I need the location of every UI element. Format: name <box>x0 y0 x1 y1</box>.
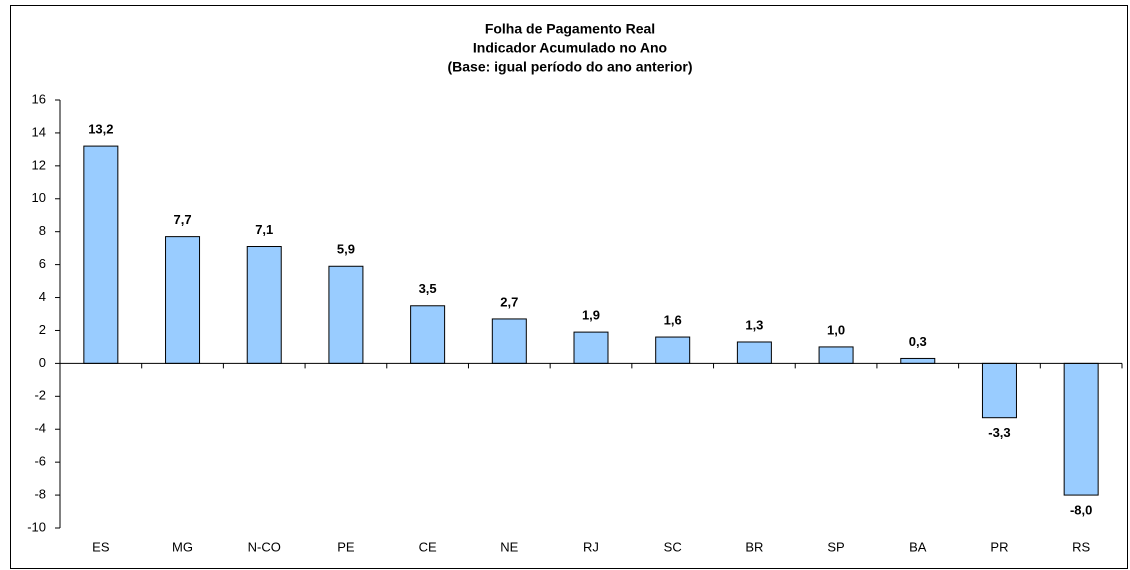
value-label: 1,9 <box>582 308 600 323</box>
value-label: -3,3 <box>988 425 1010 440</box>
y-tick-label: 4 <box>39 289 46 304</box>
y-tick-label: 0 <box>39 355 46 370</box>
bar <box>900 357 936 364</box>
bar <box>736 341 772 364</box>
bar <box>165 236 201 364</box>
bar <box>573 331 609 364</box>
chart-title: Indicador Acumulado no Ano <box>473 40 667 56</box>
value-label: 3,5 <box>419 281 437 296</box>
bar <box>328 265 364 364</box>
y-tick-label: 16 <box>32 91 46 106</box>
x-tick-label: MG <box>172 539 193 554</box>
bar <box>410 305 446 364</box>
y-tick-label: -6 <box>34 454 46 469</box>
x-tick-label: BR <box>745 539 763 554</box>
y-tick-label: -8 <box>34 487 46 502</box>
x-tick-label: N-CO <box>248 539 281 554</box>
chart-title: Folha de Pagamento Real <box>485 21 655 37</box>
x-tick-label: CE <box>419 539 437 554</box>
x-tick-label: SP <box>827 539 844 554</box>
value-label: 7,1 <box>255 222 273 237</box>
y-tick-label: 14 <box>32 124 46 139</box>
y-tick-label: -4 <box>34 421 46 436</box>
x-tick-label: BA <box>909 539 927 554</box>
y-tick-label: 6 <box>39 256 46 271</box>
value-label: -8,0 <box>1070 503 1092 518</box>
x-tick-label: ES <box>92 539 110 554</box>
bar <box>246 246 282 364</box>
y-tick-label: 8 <box>39 223 46 238</box>
x-tick-label: NE <box>500 539 518 554</box>
x-tick-label: RS <box>1072 539 1090 554</box>
x-tick-label: PR <box>990 539 1008 554</box>
x-tick-label: SC <box>664 539 682 554</box>
value-label: 1,6 <box>664 312 682 327</box>
y-tick-label: -10 <box>27 519 46 534</box>
value-label: 13,2 <box>88 122 113 137</box>
chart-title: (Base: igual período do ano anterior) <box>447 59 692 75</box>
y-tick-label: 12 <box>32 157 46 172</box>
bar <box>1063 362 1099 496</box>
bar <box>981 362 1017 419</box>
value-label: 1,0 <box>827 322 845 337</box>
bar <box>491 318 527 364</box>
x-tick-label: RJ <box>583 539 599 554</box>
y-tick-label: -2 <box>34 388 46 403</box>
bar <box>655 336 691 364</box>
bar <box>818 346 854 364</box>
x-tick-label: PE <box>337 539 355 554</box>
bar <box>83 145 119 364</box>
value-label: 0,3 <box>909 334 927 349</box>
y-tick-label: 2 <box>39 322 46 337</box>
value-label: 7,7 <box>173 212 191 227</box>
value-label: 1,3 <box>745 317 763 332</box>
y-tick-label: 10 <box>32 190 46 205</box>
value-label: 2,7 <box>500 294 518 309</box>
value-label: 5,9 <box>337 242 355 257</box>
